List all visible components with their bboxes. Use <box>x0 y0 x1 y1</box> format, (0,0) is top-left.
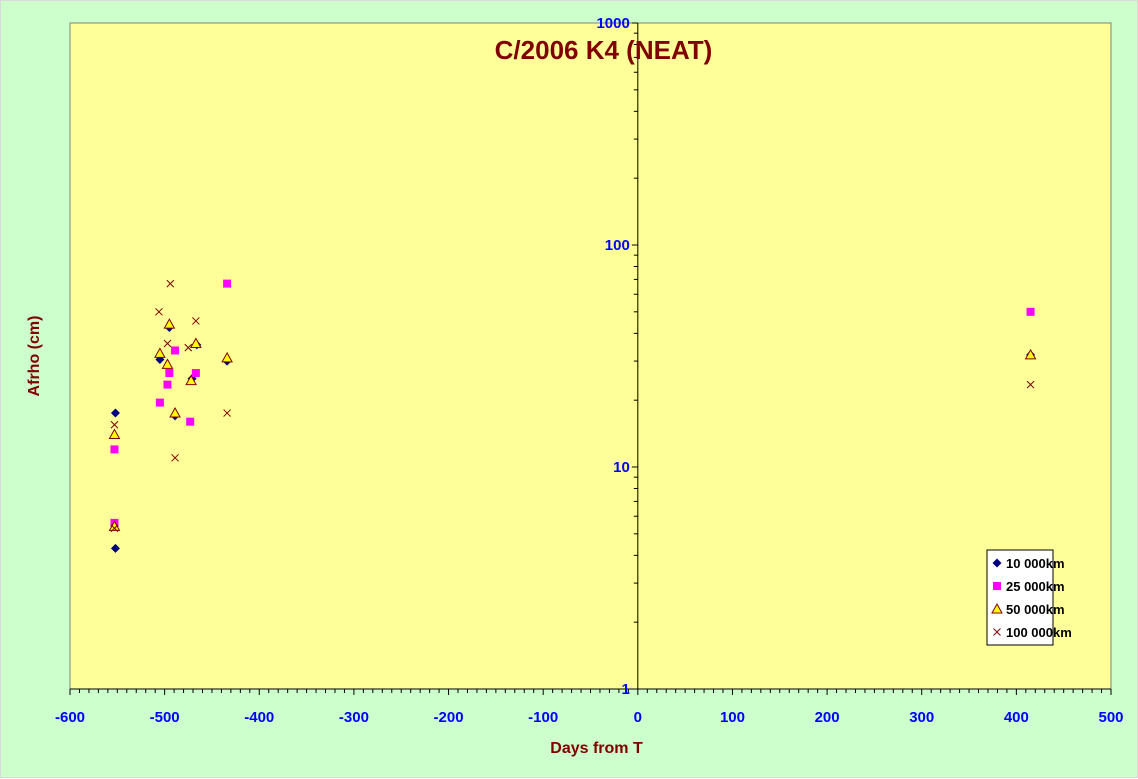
chart-title: C/2006 K4 (NEAT) <box>495 35 713 65</box>
data-point <box>1026 307 1035 316</box>
x-stroke <box>192 317 200 325</box>
legend-marker <box>993 628 1001 636</box>
series-4 <box>110 279 1035 533</box>
data-point <box>108 428 121 440</box>
legend-marker <box>991 602 1003 614</box>
x-stroke <box>993 628 1001 636</box>
data-point <box>110 408 120 418</box>
y-tick-label: 100 <box>605 237 630 254</box>
x-stroke <box>184 343 193 352</box>
data-point <box>110 543 120 553</box>
data-point <box>155 307 163 316</box>
data-point <box>163 339 172 348</box>
data-point <box>110 420 119 429</box>
legend-item: 50 000km <box>991 602 1065 617</box>
legend: 10 000km 25 000km 50 000km 100 000km <box>986 549 1072 646</box>
x-stroke <box>171 453 179 462</box>
data-point <box>163 318 176 329</box>
data-point <box>155 398 164 407</box>
data-point <box>169 407 181 418</box>
data-point <box>223 279 232 288</box>
x-tick-label: 200 <box>815 709 840 726</box>
data-point <box>154 347 166 358</box>
data-point <box>223 409 231 417</box>
legend-item: 10 000km <box>992 556 1065 571</box>
data-point <box>221 351 233 363</box>
legend-marker <box>992 558 1002 568</box>
x-tick-label: 400 <box>1004 709 1029 726</box>
axes <box>69 22 1112 695</box>
x-stroke <box>110 420 119 429</box>
data-point <box>191 369 200 378</box>
data-point <box>185 374 197 386</box>
data-point <box>190 337 202 349</box>
data-point <box>171 453 179 462</box>
x-tick-label: -400 <box>244 709 274 726</box>
data-point <box>186 417 195 426</box>
x-stroke <box>166 279 175 288</box>
legend-item: 25 000km <box>993 579 1065 594</box>
data-point <box>171 346 180 355</box>
data-points <box>108 279 1037 553</box>
x-tick-label: 500 <box>1098 709 1123 726</box>
data-point <box>110 445 119 454</box>
x-tick-label: 300 <box>909 709 934 726</box>
x-stroke <box>155 307 163 316</box>
y-tick-label: 1 <box>621 681 629 698</box>
x-tick-label: -200 <box>434 709 464 726</box>
x-tick-label: -600 <box>55 709 85 726</box>
x-tick-label: -300 <box>339 709 369 726</box>
data-point <box>1026 380 1035 389</box>
data-point <box>161 358 174 369</box>
x-tick-label: 100 <box>720 709 745 726</box>
data-point <box>163 380 172 389</box>
x-stroke <box>223 409 231 417</box>
x-tick-label: -500 <box>150 709 180 726</box>
x-stroke <box>1026 380 1035 389</box>
y-tick-label: 10 <box>613 459 630 476</box>
x-stroke <box>110 524 119 533</box>
data-point <box>1024 348 1037 360</box>
x-tick-label: 0 <box>634 709 642 726</box>
data-point <box>184 343 193 352</box>
legend-item: 100 000km <box>993 625 1072 640</box>
data-point <box>165 369 174 378</box>
legend-label: 10 000km <box>1006 556 1065 571</box>
legend-label: 25 000km <box>1006 579 1065 594</box>
x-tick-label: -100 <box>528 709 558 726</box>
data-point <box>166 279 175 288</box>
series-3 <box>108 318 1037 531</box>
legend-label: 100 000km <box>1006 625 1072 640</box>
y-tick-label: 1000 <box>596 15 629 32</box>
legend-marker <box>993 582 1001 590</box>
data-point <box>110 524 119 533</box>
x-stroke <box>163 339 172 348</box>
tick-labels: -600 -500 -400 -300 -200 -100 0 100 200 300 400 500… <box>55 15 1124 726</box>
legend-label: 50 000km <box>1006 602 1065 617</box>
plot-area <box>69 22 1112 690</box>
x-axis-title: Days from T <box>550 740 643 757</box>
y-axis-title: Afrho (cm) <box>26 316 43 397</box>
data-point <box>192 317 200 325</box>
